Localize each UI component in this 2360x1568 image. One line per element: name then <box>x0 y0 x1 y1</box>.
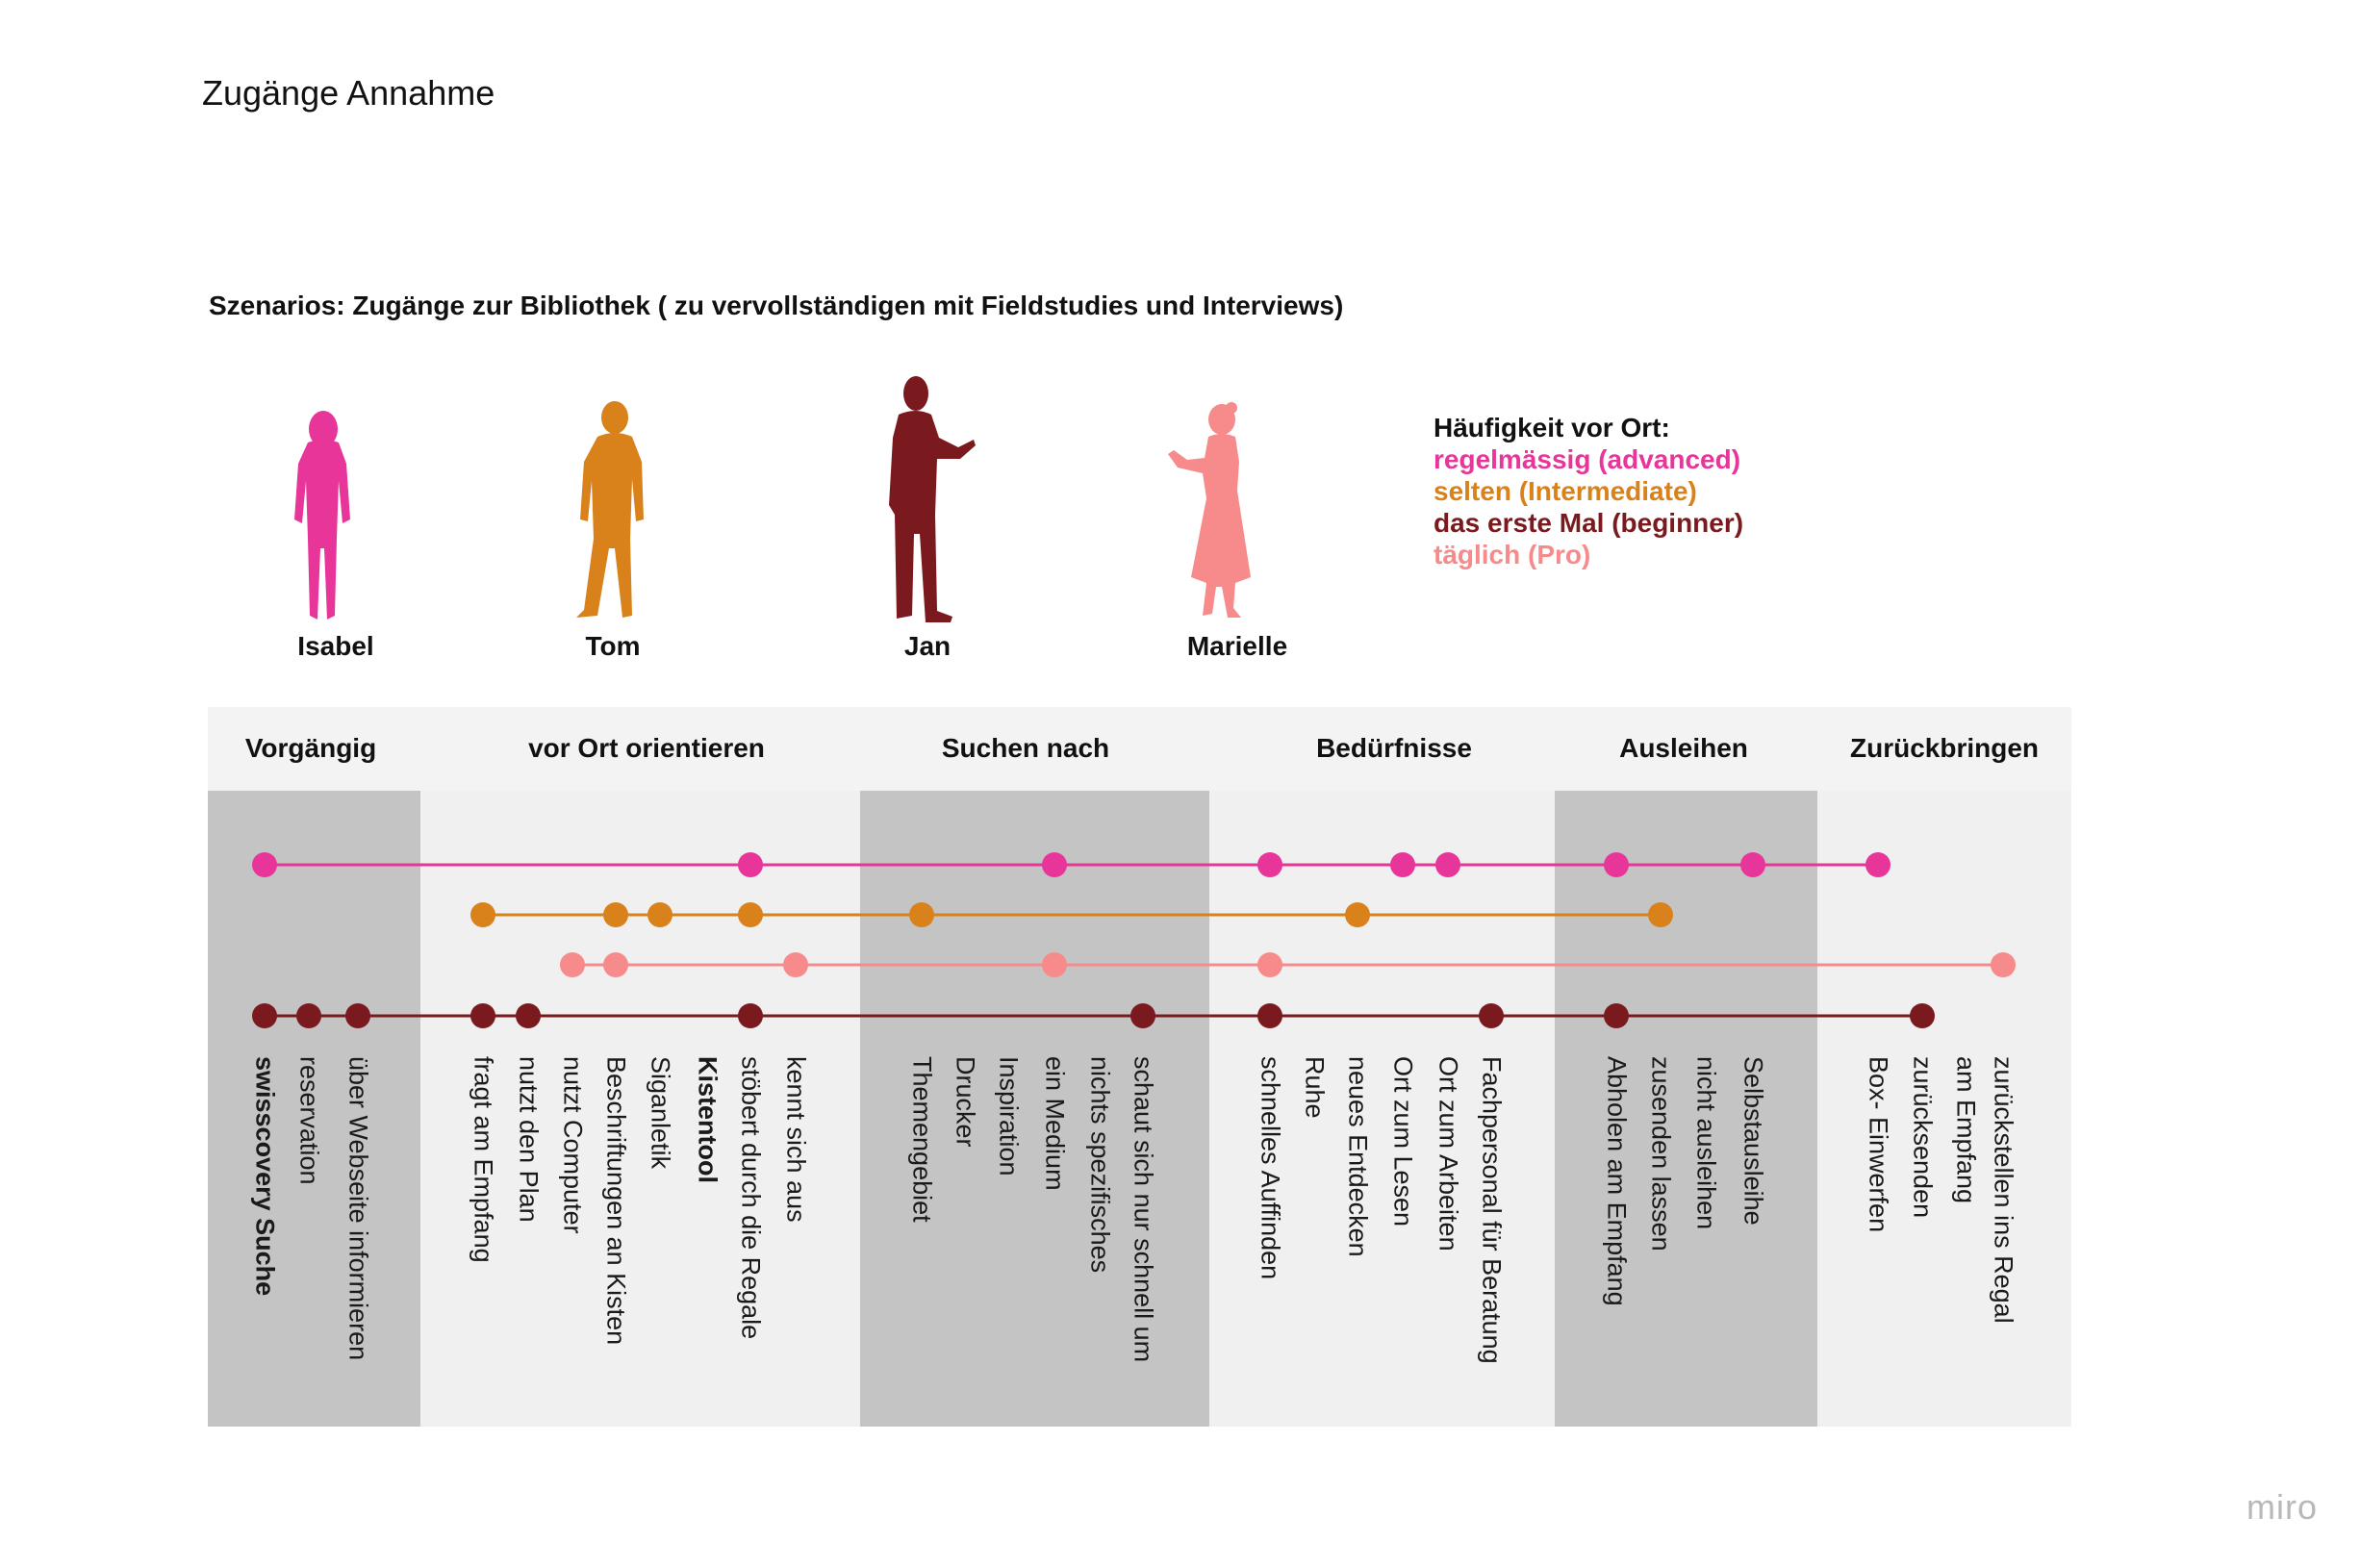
man-gesturing-icon <box>889 376 976 622</box>
track-dot-pro <box>1991 952 2016 977</box>
track-dot-pro <box>783 952 808 977</box>
step-label: nutzt den Plan <box>514 1056 544 1223</box>
phase-label-beduerfnisse: Bedürfnisse <box>1316 733 1472 763</box>
step-label: neues Entdecken <box>1343 1056 1373 1257</box>
phase-label-vor-ort: vor Ort orientieren <box>528 733 765 763</box>
track-dot-intermediate <box>470 902 495 927</box>
step-label: kennt sich aus <box>781 1056 811 1223</box>
track-dot-intermediate <box>738 902 763 927</box>
phase-column-ausleihen <box>1555 791 1817 1427</box>
track-dot-pro <box>560 952 585 977</box>
track-dot-advanced <box>1604 852 1629 877</box>
track-dot-intermediate <box>909 902 934 927</box>
track-dot-intermediate <box>1648 902 1673 927</box>
frequency-legend: Häufigkeit vor Ort: regelmässig (advance… <box>1434 412 1743 570</box>
phase-label-ausleihen: Ausleihen <box>1619 733 1748 763</box>
persona-name-tom: Tom <box>585 631 641 661</box>
step-label: Beschriftungen an Kisten <box>601 1056 631 1346</box>
phase-column-vor-ort <box>420 791 860 1427</box>
legend-title: Häufigkeit vor Ort: <box>1434 413 1670 443</box>
step-label: stöbert durch die Regale <box>736 1056 766 1340</box>
phase-column-beduerfnisse <box>1209 791 1555 1427</box>
track-dot-beginner <box>1130 1003 1155 1028</box>
track-dot-pro <box>1042 952 1067 977</box>
step-label: schnelles Auffinden <box>1256 1056 1285 1280</box>
step-label: Siganletik <box>646 1056 675 1170</box>
subtitle: Szenarios: Zugänge zur Bibliothek ( zu v… <box>209 291 1344 320</box>
step-label: Ort zum Lesen <box>1388 1056 1418 1227</box>
track-dot-intermediate <box>603 902 628 927</box>
track-dot-advanced <box>738 852 763 877</box>
step-label: nichts spezifisches <box>1085 1056 1115 1274</box>
legend-item-pro: täglich (Pro) <box>1434 540 1591 569</box>
step-label: über Webseite informieren <box>343 1056 373 1361</box>
persona-name-marielle: Marielle <box>1186 631 1288 661</box>
track-dot-beginner <box>1910 1003 1935 1028</box>
track-dot-pro <box>1257 952 1282 977</box>
track-dot-beginner <box>516 1003 541 1028</box>
track-dot-beginner <box>1257 1003 1282 1028</box>
step-label: fragt am Empfang <box>469 1056 498 1263</box>
step-label: nutzt Computer <box>558 1056 588 1234</box>
track-dot-advanced <box>1740 852 1765 877</box>
miro-watermark: miro <box>2246 1487 2318 1527</box>
phase-column-vorgaengig <box>208 791 420 1427</box>
step-label: zusenden lassen <box>1646 1056 1676 1252</box>
track-dot-advanced <box>1042 852 1067 877</box>
woman-standing-icon <box>294 411 350 620</box>
step-label: Ort zum Arbeiten <box>1434 1056 1463 1252</box>
man-standing-icon <box>576 401 644 618</box>
track-dot-beginner <box>738 1003 763 1028</box>
step-label: Themengebiet <box>907 1056 937 1223</box>
woman-dress-icon <box>1168 402 1251 618</box>
page-title: Zugänge Annahme <box>202 73 495 113</box>
phase-column-suchen <box>860 791 1209 1427</box>
step-label: zurücksenden <box>1908 1056 1938 1219</box>
step-label: schaut sich nur schnell um <box>1129 1056 1158 1363</box>
step-label: Selbstausleihe <box>1738 1056 1768 1226</box>
track-dot-beginner <box>296 1003 321 1028</box>
step-label: Inspiration <box>994 1056 1024 1176</box>
step-label: Kistentool <box>693 1056 723 1183</box>
track-dot-beginner <box>1604 1003 1629 1028</box>
track-dot-advanced <box>1435 852 1460 877</box>
persona-name-isabel: Isabel <box>297 631 374 661</box>
step-label: Ruhe <box>1300 1056 1330 1119</box>
persona-name-jan: Jan <box>903 631 952 661</box>
track-dot-intermediate <box>1345 902 1370 927</box>
phase-column-zurueckbringen <box>1817 791 2071 1427</box>
step-label: nicht ausleihen <box>1691 1056 1721 1230</box>
phase-label-vorgaengig: Vorgängig <box>244 733 377 763</box>
step-label: swisscovery Suche <box>250 1056 280 1297</box>
step-label: Fachpersonal für Beratung <box>1477 1056 1507 1364</box>
step-label: ein Medium <box>1040 1056 1070 1191</box>
track-dot-beginner <box>345 1003 370 1028</box>
phase-label-suchen: Suchen nach <box>941 733 1110 763</box>
phase-header-band <box>208 707 2071 791</box>
track-dot-intermediate <box>647 902 672 927</box>
track-dot-advanced <box>252 852 277 877</box>
track-dot-advanced <box>1865 852 1891 877</box>
step-label: reservation <box>294 1056 324 1185</box>
step-label: Box- Einwerfen <box>1864 1056 1893 1233</box>
legend-item-intermediate: selten (Intermediate) <box>1434 476 1697 506</box>
step-label: Abholen am Empfang <box>1602 1056 1632 1306</box>
phase-label-zurueckbringen: Zurückbringen <box>1849 733 2040 763</box>
track-dot-advanced <box>1257 852 1282 877</box>
step-label: am Empfang <box>1951 1056 1981 1204</box>
step-label: zurückstellen ins Regal <box>1989 1056 2018 1324</box>
track-dot-advanced <box>1390 852 1415 877</box>
track-dot-beginner <box>1479 1003 1504 1028</box>
legend-item-beginner: das erste Mal (beginner) <box>1434 508 1744 538</box>
track-dot-beginner <box>252 1003 277 1028</box>
legend-item-advanced: regelmässig (advanced) <box>1434 444 1741 474</box>
track-dot-pro <box>603 952 628 977</box>
track-dot-beginner <box>470 1003 495 1028</box>
step-label: Drucker <box>951 1056 980 1148</box>
